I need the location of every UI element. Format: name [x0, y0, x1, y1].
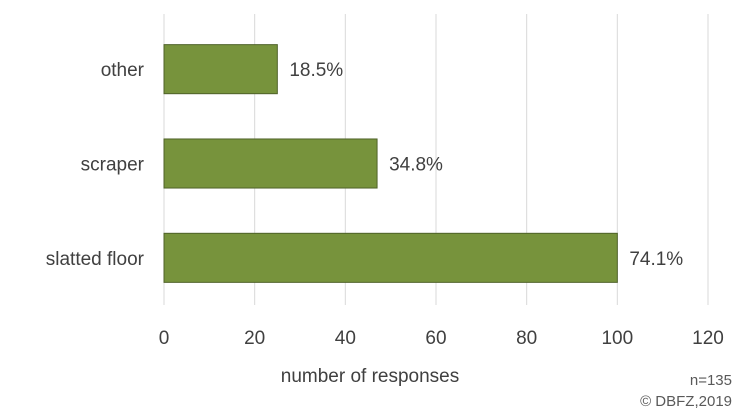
x-tick-label: 120 — [692, 328, 724, 349]
category-label: scraper — [81, 155, 145, 176]
sample-size-note: n=135 — [689, 372, 732, 389]
category-labels: other scraper slatted floor — [46, 60, 145, 270]
data-labels: 18.5% 34.8% 74.1% — [289, 60, 683, 270]
data-label: 18.5% — [289, 60, 343, 81]
category-label: other — [101, 60, 145, 81]
bars — [163, 44, 618, 283]
copyright-note: © DBFZ,2019 — [640, 393, 732, 410]
bar — [163, 44, 278, 95]
data-label: 74.1% — [629, 249, 683, 270]
x-tick-label: 100 — [601, 328, 633, 349]
x-tick-label: 60 — [425, 328, 446, 349]
data-label: 34.8% — [389, 155, 443, 176]
category-label: slatted floor — [46, 249, 145, 270]
x-tick-label: 40 — [335, 328, 356, 349]
x-tick-labels: 0 20 40 60 80 100 120 — [159, 328, 724, 349]
x-axis-title: number of responses — [281, 366, 460, 387]
x-tick-label: 0 — [159, 328, 170, 349]
bar — [163, 232, 618, 283]
bar — [163, 138, 378, 189]
x-tick-label: 20 — [244, 328, 265, 349]
x-tick-label: 80 — [516, 328, 537, 349]
